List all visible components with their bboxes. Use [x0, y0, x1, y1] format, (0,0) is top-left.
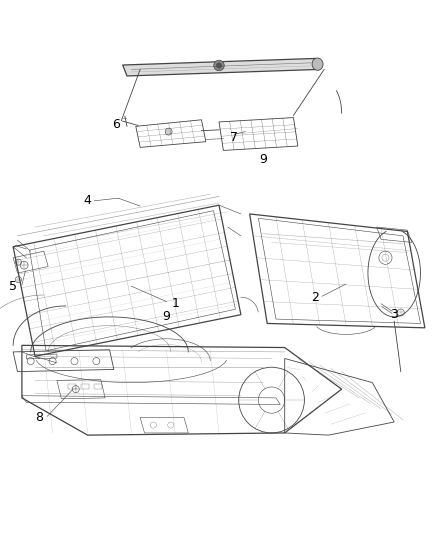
- Circle shape: [214, 60, 224, 71]
- Text: 3: 3: [390, 308, 398, 321]
- Text: 5: 5: [9, 280, 17, 293]
- Text: 1: 1: [171, 297, 179, 310]
- Polygon shape: [123, 59, 320, 76]
- Ellipse shape: [312, 58, 323, 70]
- Text: 7: 7: [230, 131, 238, 144]
- Text: 2: 2: [311, 290, 319, 304]
- Text: 4: 4: [84, 195, 92, 207]
- Text: 9: 9: [162, 310, 170, 324]
- Text: 8: 8: [35, 411, 43, 424]
- Circle shape: [165, 128, 172, 135]
- Text: 6: 6: [112, 118, 120, 131]
- Circle shape: [216, 63, 222, 68]
- Text: 9: 9: [259, 152, 267, 166]
